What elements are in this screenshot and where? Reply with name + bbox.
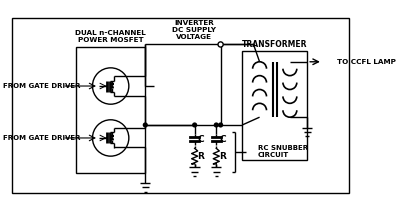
Text: C: C: [219, 135, 225, 144]
Text: FROM GATE DRIVER: FROM GATE DRIVER: [3, 83, 80, 89]
Circle shape: [218, 42, 223, 47]
Text: RC SNUBBER
CIRCUIT: RC SNUBBER CIRCUIT: [258, 145, 308, 158]
Polygon shape: [111, 136, 114, 140]
Circle shape: [93, 120, 129, 156]
Bar: [242, 51, 307, 160]
Bar: [76, 47, 145, 173]
Text: TO CCFL LAMP: TO CCFL LAMP: [337, 59, 396, 65]
Circle shape: [143, 122, 148, 128]
Text: TRANSFORMER: TRANSFORMER: [241, 40, 307, 49]
Text: FROM GATE DRIVER: FROM GATE DRIVER: [3, 135, 80, 141]
Text: R: R: [197, 152, 204, 161]
Circle shape: [214, 122, 219, 128]
Text: INVERTER
DC SUPPLY
VOLTAGE: INVERTER DC SUPPLY VOLTAGE: [172, 20, 216, 40]
Text: C: C: [197, 135, 204, 144]
Circle shape: [218, 122, 223, 128]
Circle shape: [192, 122, 197, 128]
Text: R: R: [219, 152, 226, 161]
Text: DUAL n-CHANNEL
POWER MOSFET: DUAL n-CHANNEL POWER MOSFET: [75, 30, 146, 43]
Circle shape: [93, 68, 129, 104]
Polygon shape: [111, 84, 114, 88]
